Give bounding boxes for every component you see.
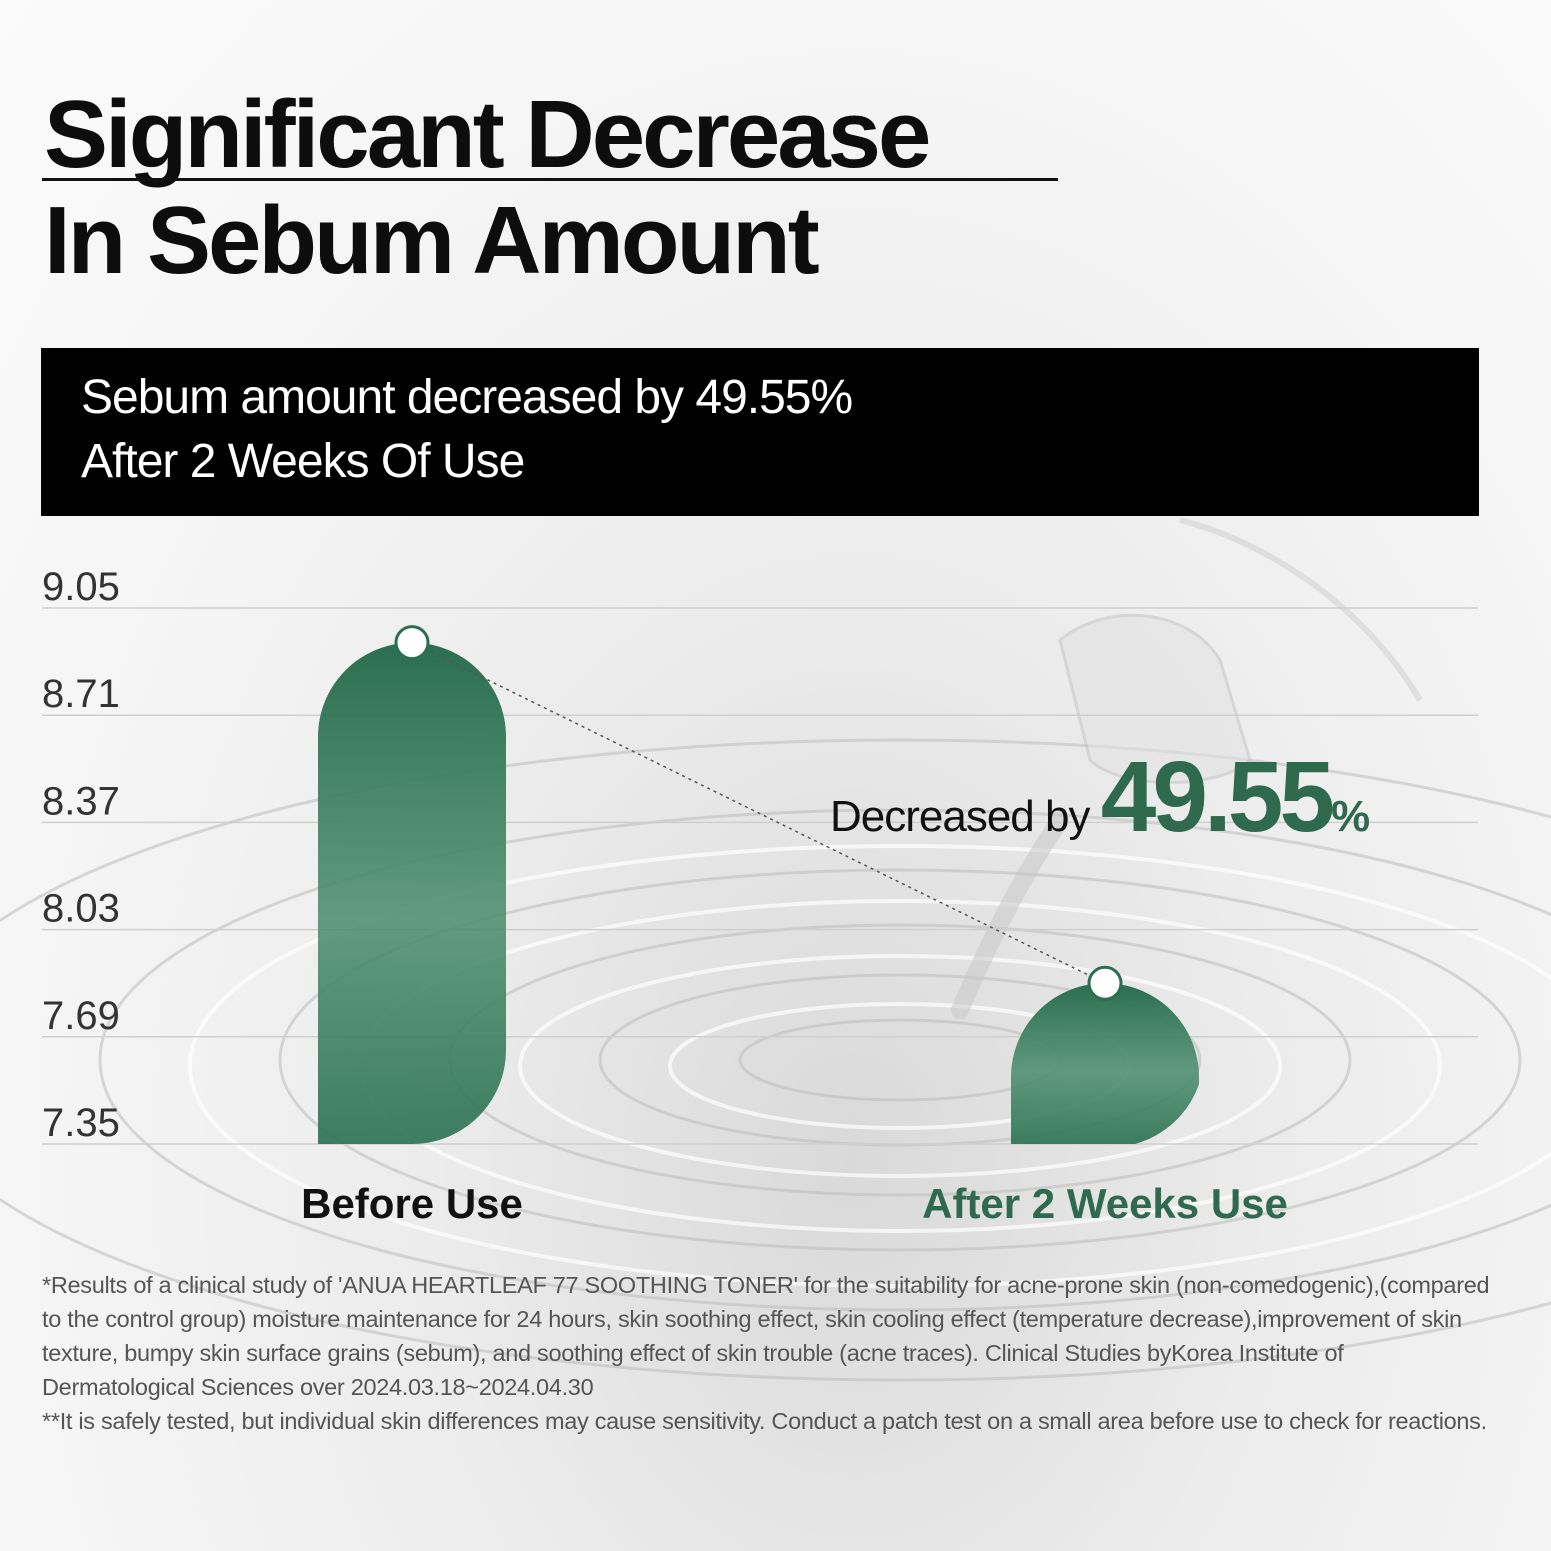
y-tick-label: 7.69: [42, 994, 120, 1038]
y-tick-label: 8.03: [42, 887, 120, 931]
footnote-1: *Results of a clinical study of 'ANUA HE…: [42, 1272, 1490, 1400]
page-title: Significant Decrease In Sebum Amount: [44, 81, 931, 294]
footnotes: *Results of a clinical study of 'ANUA HE…: [42, 1268, 1492, 1438]
decrease-annotation: Decreased by 49.55%: [830, 740, 1370, 855]
data-point-marker: [1087, 965, 1123, 1001]
title-underline: [42, 178, 1058, 181]
bar-before-use: [318, 642, 506, 1144]
y-tick-label: 7.35: [42, 1101, 120, 1145]
category-label: Before Use: [301, 1180, 523, 1227]
banner-line-2: After 2 Weeks Of Use: [81, 435, 525, 488]
trend-connector: [411, 642, 1106, 984]
y-tick-label: 9.05: [42, 565, 120, 609]
y-tick-label: 8.71: [42, 672, 120, 716]
title-line-1: Significant Decrease: [44, 81, 931, 188]
bar-after-2-weeks: [1011, 983, 1199, 1144]
title-line-2: In Sebum Amount: [44, 187, 820, 294]
footnote-2: **It is safely tested, but individual sk…: [42, 1408, 1487, 1434]
y-tick-label: 8.37: [42, 779, 120, 823]
category-label: After 2 Weeks Use: [922, 1180, 1288, 1227]
annotation-value: 49.55: [1100, 741, 1335, 853]
data-point-marker: [394, 625, 430, 661]
annotation-unit: %: [1330, 792, 1370, 841]
annotation-prefix: Decreased by: [830, 792, 1090, 841]
banner-line-1: Sebum amount decreased by 49.55%: [81, 371, 853, 424]
summary-banner: Sebum amount decreased by 49.55% After 2…: [41, 348, 1479, 516]
